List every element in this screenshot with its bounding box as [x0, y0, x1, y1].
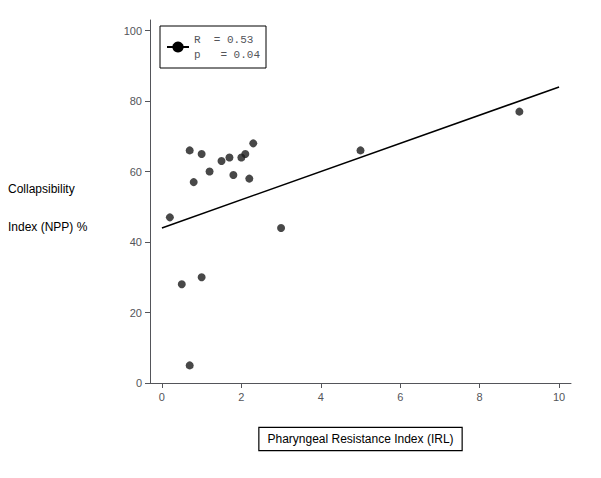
svg-text:p = 0.04: p = 0.04 [194, 49, 260, 61]
svg-text:Pharyngeal Resistance Index (I: Pharyngeal Resistance Index (IRL) [267, 432, 453, 446]
svg-text:R = 0.53: R = 0.53 [194, 34, 253, 46]
svg-text:10: 10 [553, 391, 565, 403]
svg-text:100: 100 [124, 25, 142, 37]
svg-text:8: 8 [477, 391, 483, 403]
svg-text:80: 80 [130, 95, 142, 107]
svg-text:20: 20 [130, 307, 142, 319]
svg-text:Index (NPP) %: Index (NPP) % [8, 220, 88, 234]
svg-text:60: 60 [130, 166, 142, 178]
svg-text:2: 2 [238, 391, 244, 403]
svg-text:Collapsibility: Collapsibility [8, 182, 75, 196]
svg-text:0: 0 [136, 377, 142, 389]
svg-text:4: 4 [318, 391, 324, 403]
svg-text:40: 40 [130, 236, 142, 248]
svg-text:6: 6 [397, 391, 403, 403]
svg-text:0: 0 [159, 391, 165, 403]
